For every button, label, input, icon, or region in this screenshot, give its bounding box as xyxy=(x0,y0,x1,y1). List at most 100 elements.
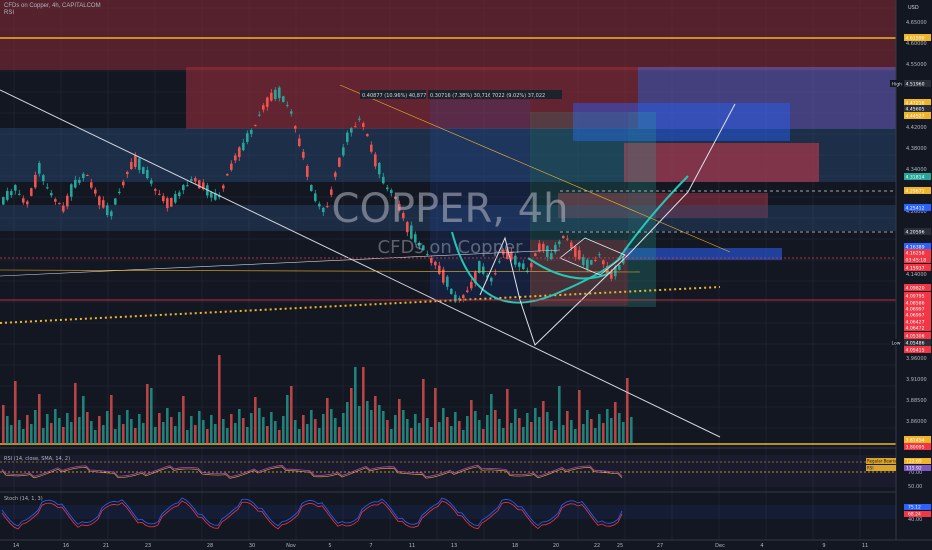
price-label: 4.44527 xyxy=(906,114,925,120)
candle-body xyxy=(578,250,581,260)
price-label: 03:45:18 xyxy=(906,258,927,264)
price-label: 4.09820 xyxy=(906,286,925,292)
volume-bar xyxy=(354,367,357,444)
volume-bar xyxy=(30,424,33,444)
volume-bar xyxy=(434,388,437,444)
rsi-value-bg xyxy=(904,465,931,471)
candle-body xyxy=(474,272,477,284)
volume-bar xyxy=(370,410,373,444)
volume-bar xyxy=(174,426,177,444)
time-tick: 14 xyxy=(13,543,19,549)
volume-bar xyxy=(550,421,553,444)
volume-bar xyxy=(286,395,289,444)
volume-bar xyxy=(210,415,213,444)
volume-bar xyxy=(422,379,425,444)
volume-bar xyxy=(506,389,509,444)
volume-bar xyxy=(170,417,173,444)
candle-body xyxy=(134,155,137,167)
price-label-bg xyxy=(890,80,904,87)
volume-bar xyxy=(318,428,321,444)
volume-bar xyxy=(482,429,485,444)
price-label: 4.16258 xyxy=(906,251,925,257)
candle-body xyxy=(490,277,493,282)
candle-body xyxy=(86,174,89,176)
volume-bar xyxy=(346,402,349,444)
symbol-title[interactable]: CFDs on Copper, 4h, CAPITALCOM xyxy=(4,3,101,9)
price-label: 4.05306 xyxy=(906,334,925,340)
stoch-value-bg xyxy=(904,511,931,517)
price-label-bg xyxy=(904,318,931,325)
candle-body xyxy=(318,203,321,207)
candle-body xyxy=(622,257,625,264)
candle-body xyxy=(358,118,361,120)
candle-body xyxy=(306,166,309,177)
stoch-value-bg xyxy=(904,504,931,510)
price-label-bg xyxy=(904,34,931,41)
candle-body xyxy=(334,172,337,177)
order-block-red xyxy=(624,143,819,182)
candle-body xyxy=(482,266,485,274)
volume-bar xyxy=(462,430,465,444)
candle-body xyxy=(350,128,353,133)
candle-body xyxy=(366,133,369,137)
rsi-line xyxy=(1,464,623,478)
time-tick: 20 xyxy=(553,543,559,549)
volume-bar xyxy=(146,384,149,444)
volume-bar xyxy=(190,416,193,444)
price-tick: 3.91000 xyxy=(906,377,927,383)
candle-body xyxy=(478,261,481,274)
volume-bar xyxy=(278,430,281,444)
rsi-tag-bg xyxy=(866,465,896,471)
candle-body xyxy=(186,185,189,187)
candle-body xyxy=(414,234,417,243)
candle-body xyxy=(314,193,317,201)
candle-body xyxy=(610,271,613,279)
volume-bar xyxy=(282,416,285,444)
candle-body xyxy=(426,254,429,256)
candle-body xyxy=(158,193,161,195)
volume-bar xyxy=(590,419,593,444)
candle-body xyxy=(374,154,377,167)
candle-body xyxy=(390,190,393,194)
volume-bar xyxy=(486,415,489,444)
volume-bar xyxy=(218,355,221,444)
demand-zone-mid xyxy=(0,205,896,231)
candle-body xyxy=(126,171,129,175)
candle-body xyxy=(10,191,13,196)
price-label: Low xyxy=(892,341,901,347)
order-block-blue xyxy=(573,103,790,141)
volume-bar xyxy=(58,418,61,444)
candle-body xyxy=(550,253,553,260)
price-label: 4.25412 xyxy=(906,206,925,212)
volume-bar xyxy=(562,425,565,444)
candle-body xyxy=(402,213,405,219)
projection-path xyxy=(479,103,736,346)
candle-body xyxy=(438,265,441,274)
price-label: 3.80095 xyxy=(906,445,925,451)
candle-body xyxy=(182,185,185,191)
candle-body xyxy=(102,200,105,208)
price-axis[interactable]: USD4.650004.600004.550004.500004.460004.… xyxy=(866,0,932,540)
volume-bar xyxy=(598,414,601,444)
supply-zone-top xyxy=(0,0,896,70)
candle-body xyxy=(46,187,49,189)
volume-bars xyxy=(2,355,633,444)
candle-body xyxy=(538,243,541,251)
candle-body xyxy=(210,192,213,198)
candle-body xyxy=(382,176,385,184)
time-axis[interactable]: 14 16 21 23 28 30 Nov 5 7 11 13 18 20 22 25 27 Dec 4 9 11 xyxy=(0,539,932,550)
candle-body xyxy=(70,184,73,197)
candle-body xyxy=(238,147,241,158)
time-tick: 18 xyxy=(512,543,518,549)
price-label-bg xyxy=(904,80,931,87)
candle-body xyxy=(430,257,433,263)
candle-body xyxy=(486,275,489,278)
volume-bar xyxy=(98,416,101,444)
volume-bar xyxy=(534,408,537,444)
volume-bar xyxy=(126,410,129,444)
candle-body xyxy=(566,238,569,240)
volume-bar xyxy=(442,408,445,444)
volume-bar xyxy=(130,419,133,444)
volume-bar xyxy=(150,388,153,444)
